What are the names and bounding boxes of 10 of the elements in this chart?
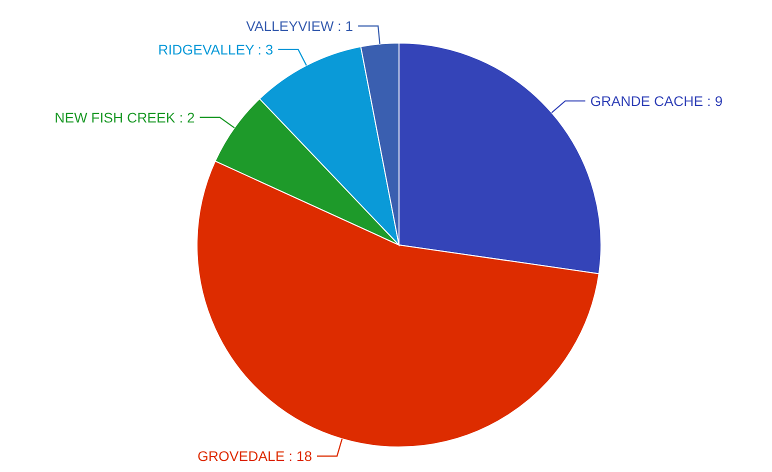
data-label: : 9 xyxy=(707,92,723,109)
data-label: : 18 xyxy=(288,448,312,464)
data-label: : 1 xyxy=(338,18,354,34)
slice-label: GRANDE CACHE xyxy=(590,92,704,109)
slice-label: NEW FISH CREEK xyxy=(54,109,176,126)
data-label: : 2 xyxy=(179,109,195,126)
data-label: : 3 xyxy=(258,41,274,58)
slice-label: GROVEDALE xyxy=(198,448,285,464)
slice-label: RIDGEVALLEY xyxy=(158,41,256,58)
slice-label: VALLEYVIEW xyxy=(246,18,335,34)
